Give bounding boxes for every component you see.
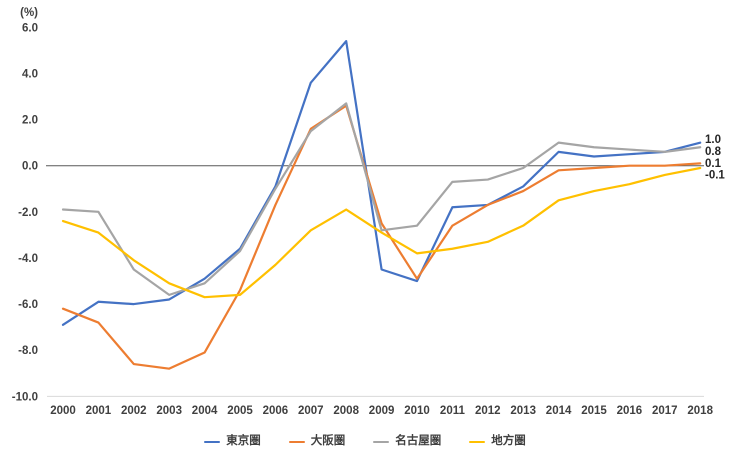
x-tick-label: 2008 [333, 405, 359, 417]
x-tick-label: 2001 [86, 405, 112, 417]
legend-swatch-tokyo-area [204, 440, 221, 444]
x-tick-label: 2005 [227, 405, 253, 417]
legend-label-nagoya-area: 名古屋圏 [395, 435, 442, 448]
x-tick-label: 2013 [510, 405, 536, 417]
series-line-tokyo-area [61, 40, 702, 326]
legend-label-osaka-area: 大阪圏 [310, 435, 346, 448]
end-label-nagoya-area: 0.8 [705, 146, 722, 158]
series-line-regional-area [61, 166, 702, 299]
y-tick-label: -10.0 [12, 391, 38, 403]
y-tick-label: 2.0 [22, 115, 38, 127]
x-tick-label: 2017 [652, 405, 678, 417]
x-tick-label: 2009 [369, 405, 395, 417]
x-tick-label: 2006 [263, 405, 289, 417]
y-tick-label: -6.0 [18, 299, 38, 311]
x-tick-label: 2018 [687, 405, 713, 417]
y-tick-label: 6.0 [22, 22, 38, 34]
y-tick-label: -8.0 [18, 345, 38, 357]
x-tick-label: 2016 [617, 405, 643, 417]
x-tick-label: 2014 [546, 405, 572, 417]
series-line-osaka-area [61, 104, 702, 370]
series-line-nagoya-area [61, 102, 702, 296]
x-tick-label: 2002 [121, 405, 147, 417]
x-tick-label: 2004 [192, 405, 218, 417]
legend: 東京圏 大阪圏 名古屋圏 地方圏 [0, 433, 730, 451]
end-label-tokyo-area: 1.0 [705, 134, 721, 146]
legend-label-tokyo-area: 東京圏 [226, 435, 261, 448]
x-tick-label: 2007 [298, 405, 324, 417]
legend-swatch-regional-area [469, 440, 486, 444]
end-label-osaka-area: 0.1 [705, 158, 722, 170]
y-tick-label: 4.0 [22, 68, 38, 80]
legend-item-nagoya-area: 名古屋圏 [373, 436, 441, 448]
legend-item-tokyo-area: 東京圏 [204, 436, 261, 448]
y-tick-label: -2.0 [18, 207, 38, 219]
x-tick-label: 2015 [581, 405, 607, 417]
legend-item-regional-area: 地方圏 [469, 436, 526, 448]
y-tick-label: -4.0 [18, 253, 38, 265]
x-tick-label: 2000 [50, 405, 76, 417]
legend-swatch-osaka-area [288, 440, 305, 444]
y-tick-label: 0.0 [22, 161, 38, 173]
legend-label-regional-area: 地方圏 [491, 435, 526, 448]
x-tick-label: 2003 [156, 405, 182, 417]
y-axis-unit-label: (%) [20, 7, 38, 19]
end-label-regional-area: -0.1 [705, 170, 725, 182]
x-tick-label: 2011 [440, 405, 466, 417]
legend-swatch-nagoya-area [373, 440, 390, 444]
x-tick-label: 2012 [475, 405, 501, 417]
legend-item-osaka-area: 大阪圏 [288, 435, 346, 448]
x-tick-label: 2010 [404, 405, 430, 417]
